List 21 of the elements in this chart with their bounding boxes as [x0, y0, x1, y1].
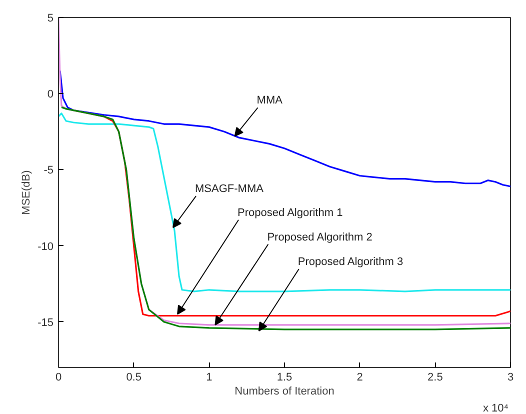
annotation: Proposed Algorithm 3 [298, 256, 404, 268]
x-tick-label: 2 [356, 372, 363, 384]
y-axis-title: MSE(dB) [20, 170, 33, 215]
y-tick-label: 0 [47, 88, 54, 101]
y-tick-label: -15 [38, 316, 54, 329]
line-series [58, 112, 510, 292]
x-tick-label: 0.5 [126, 372, 142, 384]
y-tick-label: -5 [44, 164, 54, 177]
annotation: Proposed Algorithm 2 [267, 231, 372, 244]
x-tick-label: 1.5 [276, 372, 292, 384]
annotation: Proposed Algorithm 1 [238, 206, 343, 219]
x-tick-label: 3 [507, 372, 514, 384]
x-tick-label: 0 [55, 372, 62, 384]
annotation: MSAGF-MMA [195, 183, 264, 196]
text: x 10⁴ [482, 402, 509, 414]
y-tick-label: -10 [38, 240, 54, 253]
x-tick-label: 1 [206, 372, 212, 384]
x-axis-title: Numbers of Iteration [234, 386, 334, 398]
y-tick-label: 5 [47, 12, 54, 24]
x-tick-label: 2.5 [428, 372, 443, 384]
annotation: MMA [256, 94, 284, 107]
